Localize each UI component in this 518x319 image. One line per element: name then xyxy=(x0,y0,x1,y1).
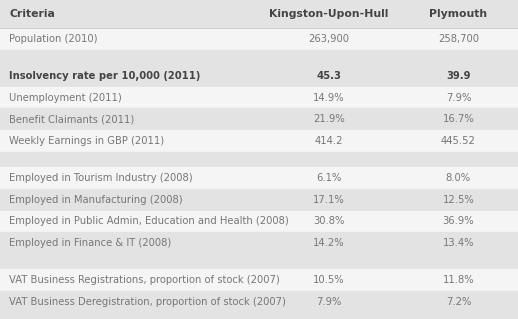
Text: 16.7%: 16.7% xyxy=(442,114,474,124)
Text: Plymouth: Plymouth xyxy=(429,9,487,19)
Text: 263,900: 263,900 xyxy=(308,34,350,44)
Text: 36.9%: 36.9% xyxy=(442,216,474,226)
Bar xyxy=(0,28,518,50)
Bar xyxy=(0,269,518,291)
Text: Weekly Earnings in GBP (2011): Weekly Earnings in GBP (2011) xyxy=(9,136,164,146)
Text: 39.9: 39.9 xyxy=(446,71,471,81)
Text: Unemployment (2011): Unemployment (2011) xyxy=(9,93,122,103)
Text: Employed in Manufacturing (2008): Employed in Manufacturing (2008) xyxy=(9,195,183,205)
Text: 8.0%: 8.0% xyxy=(446,173,471,183)
Text: VAT Business Deregistration, proportion of stock (2007): VAT Business Deregistration, proportion … xyxy=(9,297,286,307)
Text: Employed in Finance & IT (2008): Employed in Finance & IT (2008) xyxy=(9,238,171,248)
Bar xyxy=(0,291,518,313)
Text: 13.4%: 13.4% xyxy=(443,238,474,248)
Text: Employed in Tourism Industry (2008): Employed in Tourism Industry (2008) xyxy=(9,173,193,183)
Text: 6.1%: 6.1% xyxy=(316,173,341,183)
Text: 11.8%: 11.8% xyxy=(442,275,474,285)
Bar xyxy=(0,232,518,254)
Text: 414.2: 414.2 xyxy=(314,136,343,146)
Bar xyxy=(0,65,518,87)
Text: Criteria: Criteria xyxy=(9,9,55,19)
Bar xyxy=(0,87,518,108)
Text: Population (2010): Population (2010) xyxy=(9,34,98,44)
Text: Kingston-Upon-Hull: Kingston-Upon-Hull xyxy=(269,9,388,19)
Text: Insolvency rate per 10,000 (2011): Insolvency rate per 10,000 (2011) xyxy=(9,71,200,81)
Text: Employed in Public Admin, Education and Health (2008): Employed in Public Admin, Education and … xyxy=(9,216,289,226)
Text: Benefit Claimants (2011): Benefit Claimants (2011) xyxy=(9,114,135,124)
Text: 14.2%: 14.2% xyxy=(313,238,345,248)
Bar xyxy=(0,50,518,65)
Bar xyxy=(0,254,518,269)
Bar xyxy=(0,152,518,167)
Bar xyxy=(0,0,518,28)
Text: 445.52: 445.52 xyxy=(441,136,476,146)
Text: VAT Business Registrations, proportion of stock (2007): VAT Business Registrations, proportion o… xyxy=(9,275,280,285)
Text: 45.3: 45.3 xyxy=(316,71,341,81)
Text: 7.9%: 7.9% xyxy=(316,297,341,307)
Text: 30.8%: 30.8% xyxy=(313,216,344,226)
Bar xyxy=(0,108,518,130)
Text: 17.1%: 17.1% xyxy=(313,195,345,205)
Bar xyxy=(0,167,518,189)
Text: 7.9%: 7.9% xyxy=(446,93,471,103)
Text: 10.5%: 10.5% xyxy=(313,275,345,285)
Bar xyxy=(0,313,518,319)
Text: 7.2%: 7.2% xyxy=(446,297,471,307)
Text: 14.9%: 14.9% xyxy=(313,93,345,103)
Bar xyxy=(0,211,518,232)
Bar xyxy=(0,130,518,152)
Bar xyxy=(0,189,518,211)
Text: 21.9%: 21.9% xyxy=(313,114,345,124)
Text: 12.5%: 12.5% xyxy=(442,195,474,205)
Text: 258,700: 258,700 xyxy=(438,34,479,44)
